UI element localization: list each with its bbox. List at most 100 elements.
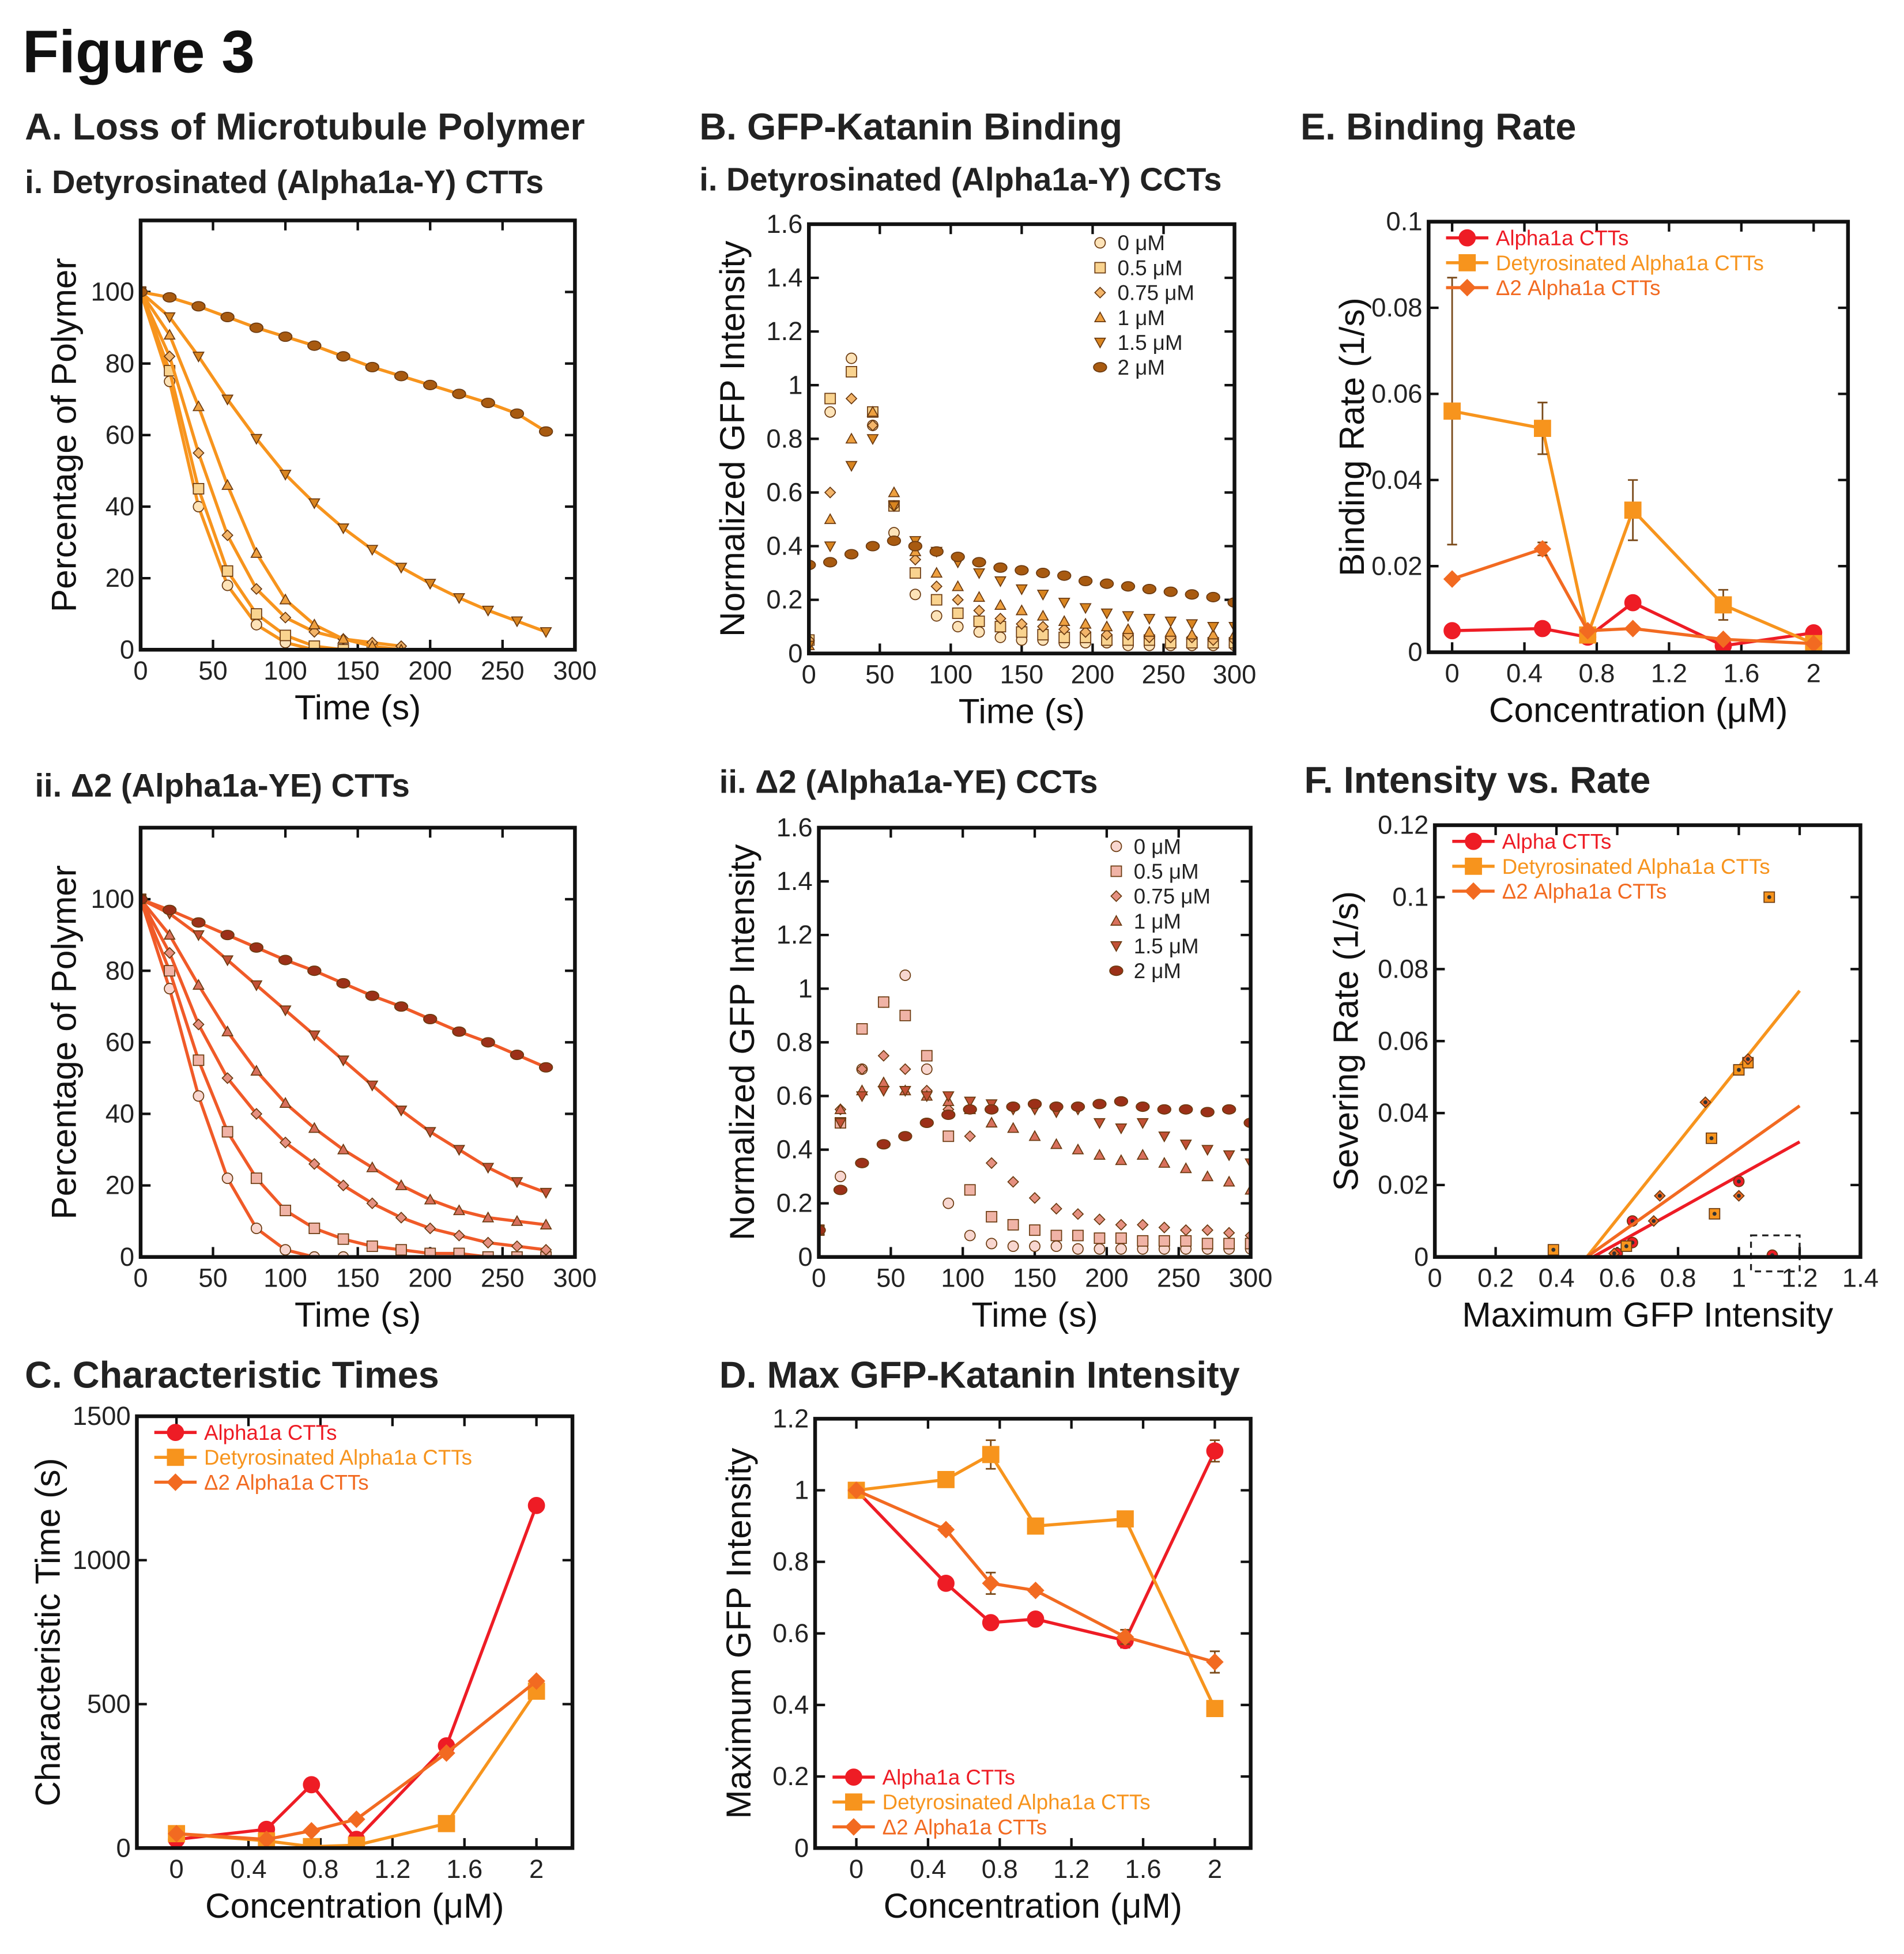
- data-point: [365, 361, 379, 372]
- fit-line: [140, 898, 546, 1252]
- data-point: [540, 627, 552, 639]
- series-2: [847, 1481, 1224, 1674]
- data-point: [424, 579, 436, 590]
- data-point: [163, 946, 176, 959]
- panel-title: ii. Δ2 (Alpha1a-YE) CCTs: [719, 763, 1098, 799]
- data-point: [1533, 620, 1551, 637]
- data-point: [1050, 1202, 1062, 1215]
- y-tick-label: 1.2: [766, 316, 802, 346]
- legend-marker: [1464, 882, 1483, 900]
- legend-label: 1 μM: [1134, 910, 1181, 933]
- fit-line: [140, 291, 402, 648]
- data-point: [1157, 1104, 1171, 1115]
- legend-label: 2 μM: [1134, 959, 1181, 983]
- y-tick-label: 0.04: [1371, 465, 1422, 495]
- data-point: [1121, 581, 1136, 592]
- x-tick-label: 0.4: [1539, 1263, 1575, 1293]
- data-point: [964, 1096, 976, 1108]
- series-0: [847, 1439, 1224, 1650]
- data-point: [279, 593, 292, 605]
- y-tick-label: 20: [105, 563, 134, 593]
- legend-marker: [167, 1424, 184, 1442]
- data-point-center: [1709, 1136, 1714, 1141]
- y-tick-label: 0.12: [1378, 810, 1428, 840]
- data-point: [1072, 1243, 1084, 1255]
- x-tick-label: 0: [169, 1854, 184, 1884]
- x-tick-label: 0: [849, 1854, 864, 1884]
- data-point: [1027, 1582, 1045, 1600]
- data-point: [929, 546, 944, 557]
- data-point: [899, 1009, 911, 1021]
- plot-frame: [817, 825, 1253, 1259]
- plot-frame: [138, 218, 577, 652]
- series-line: [855, 1450, 1216, 1643]
- x-tick-label: 0.8: [1578, 658, 1615, 688]
- series-line: [1451, 547, 1814, 646]
- panel-title: C. Characteristic Times: [25, 1353, 439, 1395]
- x-axis-label: Concentration (μM): [205, 1886, 504, 1925]
- plot-area: [1443, 277, 1823, 652]
- data-point: [1443, 570, 1461, 588]
- data-point: [1115, 1219, 1128, 1231]
- data-point: [994, 576, 1007, 587]
- data-point: [1223, 1175, 1235, 1187]
- data-point: [1579, 621, 1597, 640]
- data-point: [365, 990, 379, 1001]
- data-point: [1072, 1208, 1084, 1220]
- data-point: [909, 567, 921, 579]
- data-point: [192, 930, 205, 941]
- data-point: [1201, 1224, 1213, 1236]
- data-point: [1624, 594, 1642, 612]
- data-point-center: [1737, 1067, 1741, 1072]
- x-axis-label: Maximum GFP Intensity: [1462, 1295, 1833, 1334]
- data-point: [1714, 630, 1732, 648]
- x-axis-label: Time (s): [295, 1295, 421, 1334]
- data-point: [278, 331, 293, 342]
- y-tick-label: 0.2: [772, 1761, 809, 1791]
- data-point: [193, 447, 205, 459]
- data-point: [424, 1222, 436, 1235]
- data-point: [941, 1109, 956, 1121]
- data-point: [1207, 622, 1220, 633]
- data-point: [423, 1013, 438, 1025]
- data-point: [1028, 1130, 1041, 1141]
- legend-label: Δ2 Alpha1a CTTs: [883, 1815, 1047, 1839]
- data-point: [972, 557, 986, 568]
- y-tick-label: 1.2: [772, 1404, 809, 1433]
- data-point: [855, 1091, 868, 1103]
- data-point-center: [1737, 1194, 1741, 1198]
- series-2: [1443, 540, 1823, 652]
- data-point: [395, 1212, 408, 1224]
- data-point: [1015, 565, 1029, 576]
- data-point: [438, 1744, 455, 1762]
- data-point: [453, 1229, 465, 1242]
- series-2: [167, 1672, 545, 1849]
- data-point: [1122, 623, 1134, 634]
- data-point: [424, 1247, 436, 1257]
- data-point: [482, 605, 495, 617]
- panel-title: i. Detyrosinated (Alpha1a-Y) CTTs: [25, 164, 544, 200]
- data-point: [824, 541, 836, 553]
- plot-area: [847, 1439, 1224, 1718]
- data-point: [1027, 1099, 1042, 1110]
- data-point: [162, 292, 177, 303]
- data-point: [1027, 1610, 1045, 1628]
- data-point: [1136, 1149, 1149, 1160]
- series-line: [1451, 409, 1815, 646]
- fit-line: [1592, 1140, 1801, 1257]
- y-tick-label: 0.06: [1378, 1026, 1428, 1055]
- panel-a-i: i. Detyrosinated (Alpha1a-Y) CTTs 0 50 100 1…: [25, 164, 597, 727]
- data-point: [250, 1108, 263, 1120]
- x-tick-label: 100: [929, 660, 973, 689]
- x-tick-label: 0: [812, 1263, 826, 1293]
- series-1: [168, 1683, 545, 1849]
- heading-a: A. Loss of Microtubule Polymer: [25, 105, 585, 148]
- legend-marker: [167, 1448, 184, 1466]
- data-point: [1015, 584, 1028, 595]
- data-point: [856, 1023, 868, 1035]
- y-tick-label: 20: [105, 1171, 134, 1200]
- data-point-center: [1551, 1247, 1556, 1252]
- data-point: [921, 1091, 933, 1103]
